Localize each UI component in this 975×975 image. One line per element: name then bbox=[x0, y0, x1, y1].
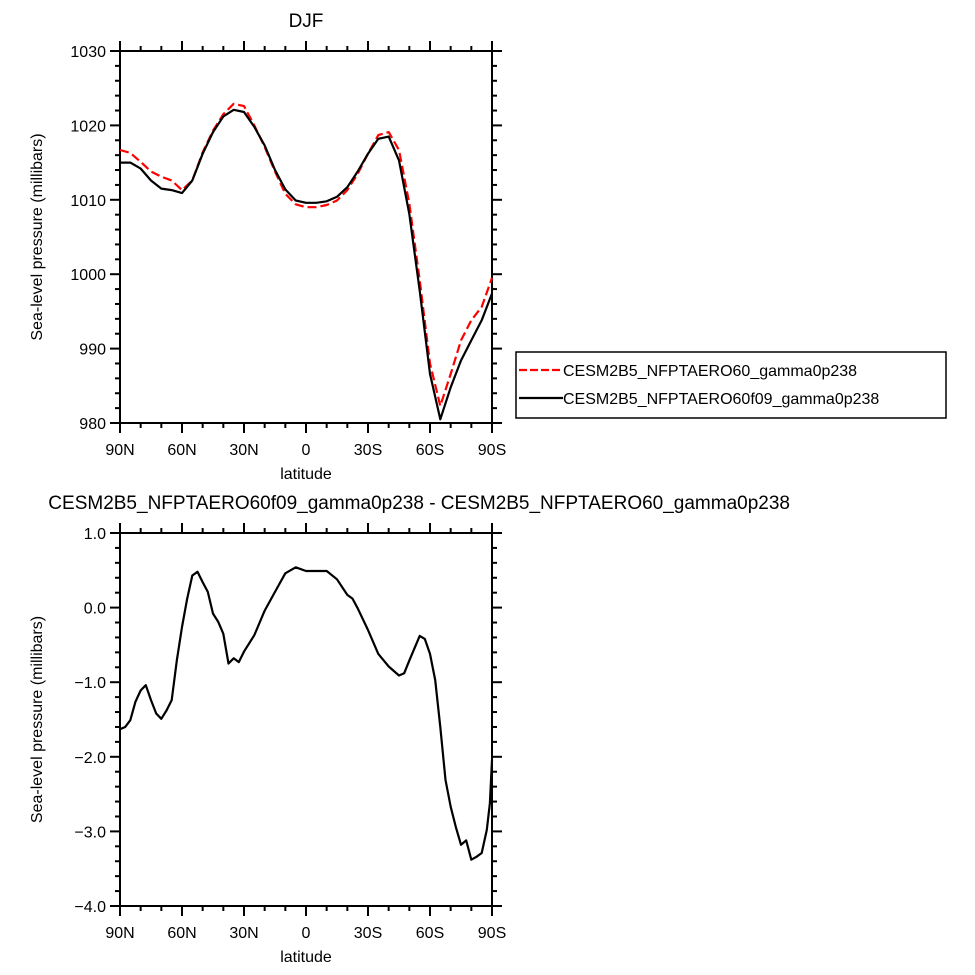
panel-1: DJF 90N 60N 30N 0 30S 60S 90S latitude 980 990 1000… bbox=[29, 11, 947, 483]
x-tick-label: 30S bbox=[354, 442, 382, 459]
x-axis-label: latitude bbox=[280, 949, 332, 966]
x-axis-label: latitude bbox=[280, 466, 332, 483]
y-tick-label: 980 bbox=[79, 416, 106, 433]
chart-title: CESM2B5_NFPTAERO60f09_gamma0p238 - CESM2… bbox=[48, 493, 790, 514]
x-tick-label: 30S bbox=[354, 925, 382, 942]
x-tick-label: 60S bbox=[416, 442, 444, 459]
x-tick-label: 90N bbox=[105, 925, 134, 942]
x-tick-label: 60N bbox=[167, 442, 196, 459]
y-tick-label: 1010 bbox=[70, 193, 106, 210]
plot-frame bbox=[119, 532, 493, 907]
y-tick-label: 990 bbox=[79, 342, 106, 359]
legend-label: CESM2B5_NFPTAERO60f09_gamma0p238 bbox=[563, 391, 879, 408]
plot-frame bbox=[119, 50, 493, 424]
panel-2: CESM2B5_NFPTAERO60f09_gamma0p238 - CESM2… bbox=[29, 493, 790, 966]
x-tick-label: 30N bbox=[229, 442, 258, 459]
x-tick-label: 90N bbox=[105, 442, 134, 459]
y-tick-label: 1030 bbox=[70, 44, 106, 61]
series-line-1 bbox=[119, 566, 494, 861]
x-tick-label: 60N bbox=[167, 925, 196, 942]
x-tick-label: 90S bbox=[478, 442, 506, 459]
y-tick-label: 1000 bbox=[70, 267, 106, 284]
chart-title: DJF bbox=[289, 11, 324, 32]
y-tick-label: 1.0 bbox=[84, 526, 106, 543]
y-tick-label: 0.0 bbox=[84, 601, 106, 618]
x-tick-label: 0 bbox=[302, 442, 311, 459]
legend-label: CESM2B5_NFPTAERO60_gamma0p238 bbox=[563, 363, 857, 380]
x-tick-label: 0 bbox=[302, 925, 311, 942]
y-axis-label: Sea-level pressure (millibars) bbox=[29, 616, 46, 823]
x-tick-label: 90S bbox=[478, 925, 506, 942]
legend-box bbox=[515, 351, 947, 419]
series-line-1 bbox=[119, 102, 494, 407]
y-tick-label: −1.0 bbox=[74, 675, 106, 692]
y-tick-label: 1020 bbox=[70, 118, 106, 135]
x-tick-label: 60S bbox=[416, 925, 444, 942]
y-tick-label: −2.0 bbox=[74, 750, 106, 767]
series-line-2 bbox=[120, 108, 494, 421]
y-axis-label: Sea-level pressure (millibars) bbox=[29, 133, 46, 340]
x-tick-label: 30N bbox=[229, 925, 258, 942]
y-tick-label: −4.0 bbox=[74, 899, 106, 916]
y-tick-label: −3.0 bbox=[74, 824, 106, 841]
legend: CESM2B5_NFPTAERO60_gamma0p238 CESM2B5_NFP… bbox=[515, 351, 947, 419]
